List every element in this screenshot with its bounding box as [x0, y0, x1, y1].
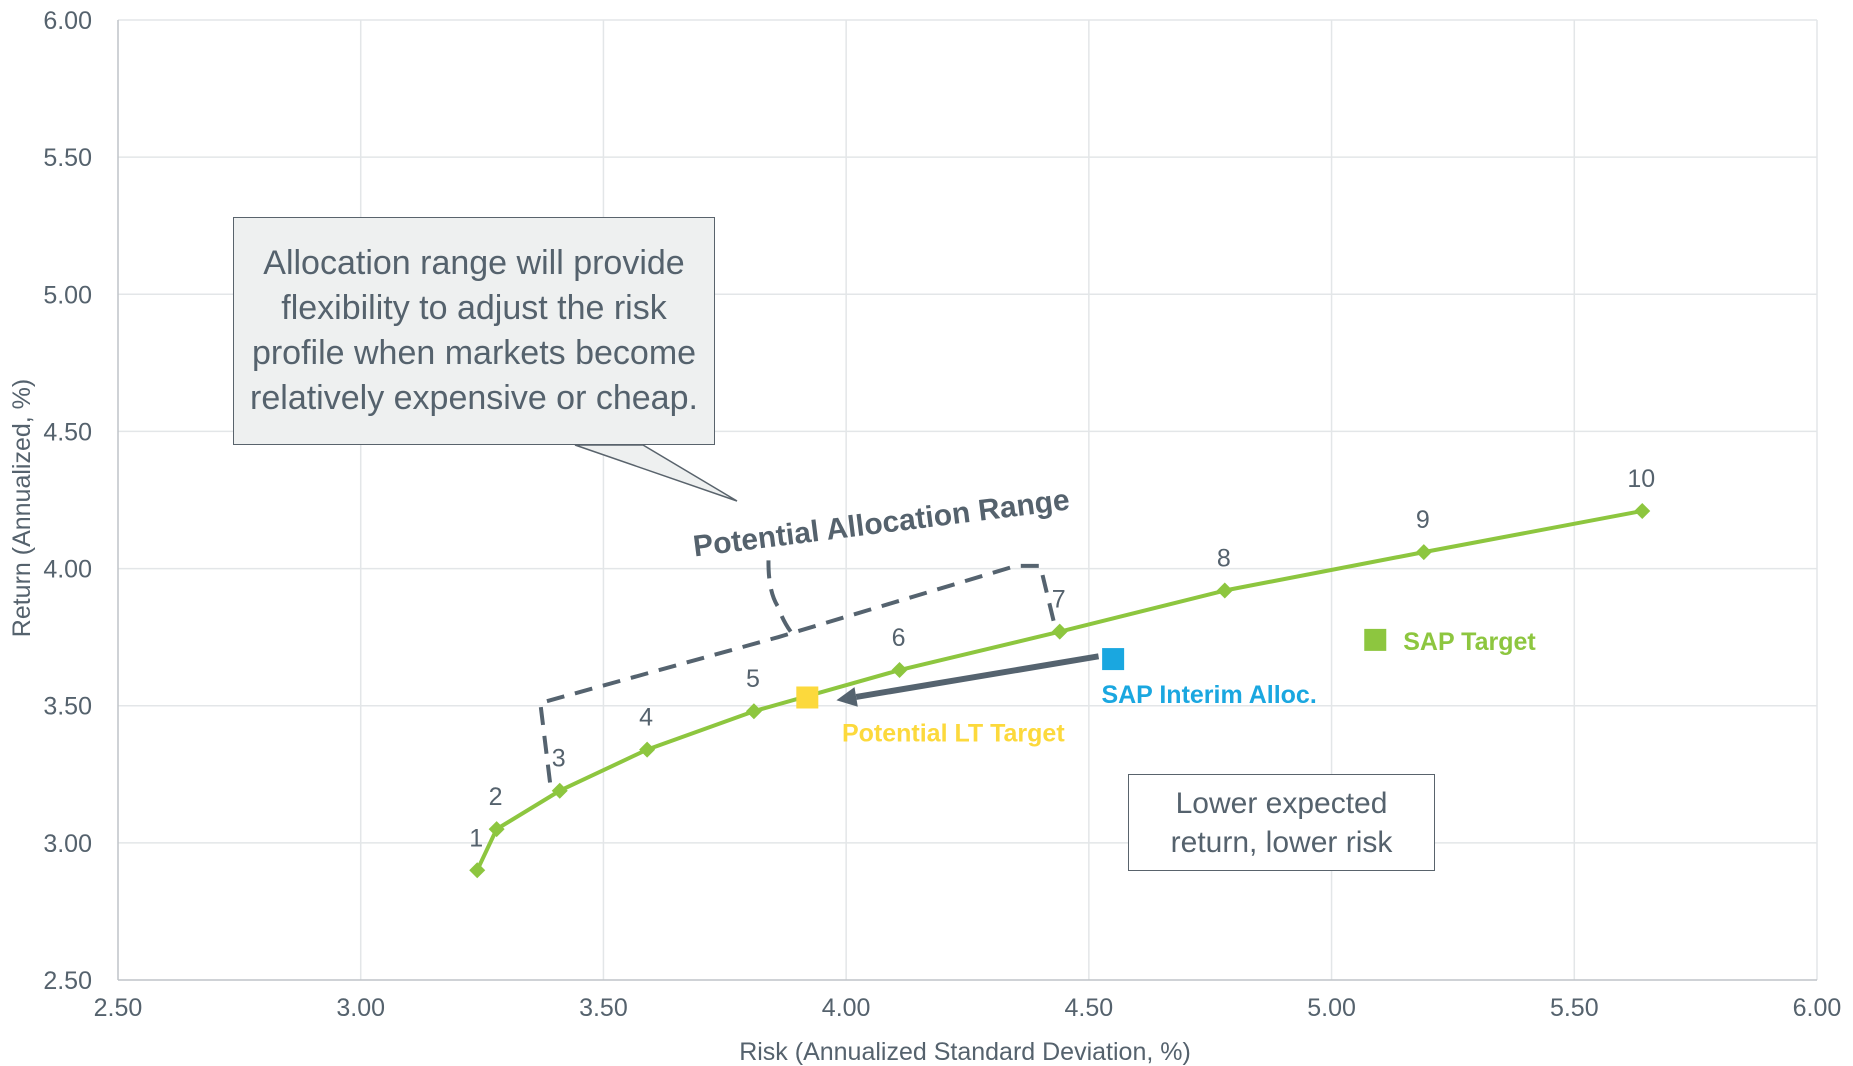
frontier-line — [475, 509, 1643, 872]
y-tick-label: 5.00 — [43, 281, 92, 309]
x-tick-label: 5.00 — [1307, 994, 1356, 1022]
frontier-point-label: 5 — [746, 665, 760, 693]
arrow-shaft — [855, 653, 1100, 700]
y-tick-label: 5.50 — [43, 144, 92, 172]
efficient-frontier-series: 12 3 4 5 6 7 8 9 10 — [469, 465, 1655, 879]
x-axis-label: Risk (Annualized Standard Deviation, %) — [739, 1038, 1191, 1066]
y-axis-label: Return (Annualized, %) — [8, 379, 36, 637]
x-tick-label: 3.00 — [336, 994, 385, 1022]
axes — [117, 20, 1817, 981]
frontier-point-label: 2 — [489, 783, 503, 811]
frontier-point-label: 1 — [469, 824, 483, 852]
highlight-label: Potential LT Target — [842, 719, 1065, 747]
y-tick-label: 6.00 — [43, 7, 92, 35]
callout-pointer — [574, 444, 738, 502]
tick-labels: 2.50 3.00 3.50 4.00 4.50 5.00 5.50 6.00 2.50 3.00… — [43, 7, 1841, 1022]
frontier-point — [1216, 582, 1233, 599]
allocation-callout: Allocation range will provide flexibilit… — [233, 217, 715, 445]
x-tick-label: 4.00 — [822, 994, 871, 1022]
x-tick-label: 2.50 — [94, 994, 143, 1022]
frontier-point — [1634, 502, 1651, 519]
highlight-marker — [796, 686, 819, 709]
y-tick-label: 2.50 — [43, 967, 92, 995]
allocation-range-outline — [538, 563, 1057, 783]
y-tick-label: 3.50 — [43, 693, 92, 721]
frontier-point-label: 8 — [1217, 545, 1231, 573]
frontier-point-label: 10 — [1627, 465, 1655, 493]
arrow-head — [836, 687, 858, 707]
y-tick-label: 4.00 — [43, 556, 92, 584]
frontier-point — [1415, 544, 1432, 561]
frontier-point — [551, 782, 568, 799]
y-tick-label: 3.00 — [43, 830, 92, 858]
x-tick-label: 3.50 — [579, 994, 628, 1022]
frontier-point-label: 4 — [639, 704, 653, 732]
allocation-range-label: Potential Allocation Range — [691, 484, 1071, 564]
frontier-point — [1051, 623, 1068, 640]
frontier-point — [469, 862, 486, 879]
x-tick-label: 6.00 — [1793, 994, 1842, 1022]
frontier-point-label: 3 — [552, 745, 566, 773]
frontier-point — [488, 821, 505, 838]
highlight-label: SAP Interim Alloc. — [1101, 681, 1316, 709]
frontier-point-label: 7 — [1052, 586, 1066, 614]
potential-allocation-range — [538, 560, 1057, 783]
frontier-point-label: 6 — [892, 624, 906, 652]
highlight-marker — [1364, 628, 1387, 651]
y-tick-label: 4.50 — [43, 418, 92, 446]
highlight-marker — [1102, 648, 1125, 671]
highlight-label: SAP Target — [1403, 628, 1536, 656]
x-tick-label: 5.50 — [1550, 994, 1599, 1022]
frontier-point — [745, 703, 762, 720]
x-tick-label: 4.50 — [1065, 994, 1114, 1022]
frontier-point-label: 9 — [1416, 506, 1430, 534]
lower-risk-note: Lower expected return, lower risk — [1128, 774, 1435, 871]
allocation-range-brace — [766, 560, 795, 636]
move-arrow — [836, 653, 1100, 707]
highlight-points: SAP Target SAP Interim Alloc. Potential LT… — [796, 628, 1536, 747]
frontier-point — [639, 741, 656, 758]
frontier-point — [891, 662, 908, 679]
